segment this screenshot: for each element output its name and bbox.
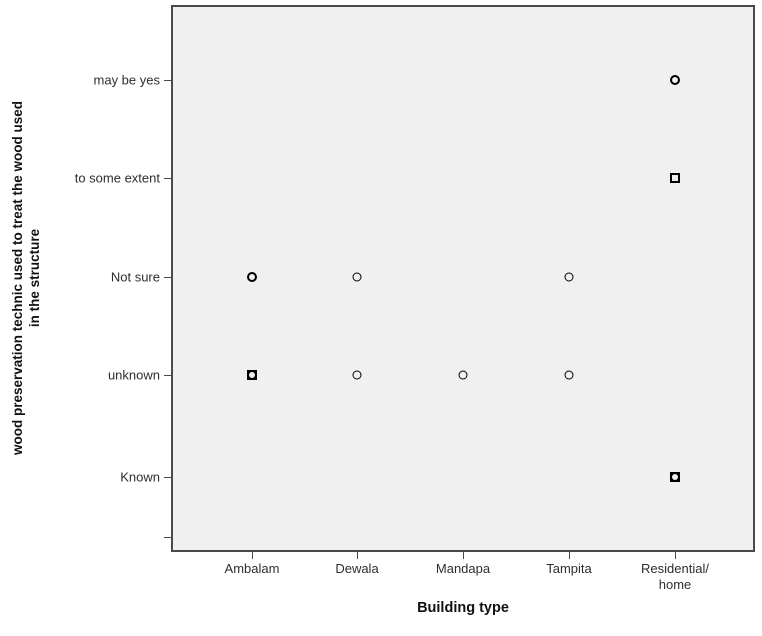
circle-thin-glyph — [352, 272, 362, 282]
y-tick-label-may-be-yes: may be yes — [93, 72, 160, 88]
circle-bold-glyph — [670, 472, 680, 482]
y-tick-to-some-extent — [164, 178, 171, 179]
y-axis-title-line1: wood preservation technic used to treat … — [10, 100, 25, 456]
circle-bold-glyph — [670, 75, 680, 85]
y-tick-known — [164, 477, 171, 478]
x-tick-mandapa — [463, 552, 464, 559]
y-tick-unlabeled — [164, 537, 171, 538]
y-tick-label-known: Known — [120, 469, 160, 485]
y-tick-label-to-some-extent: to some extent — [74, 170, 160, 186]
x-tick-dewala — [357, 552, 358, 559]
x-tick-residential-home — [675, 552, 676, 559]
x-tick-tampita — [569, 552, 570, 559]
x-tick-label-dewala: Dewala — [335, 561, 379, 576]
y-tick-unknown — [164, 375, 171, 376]
y-tick-may-be-yes — [164, 80, 171, 81]
circle-thin-glyph — [564, 272, 574, 282]
circle-thin-glyph — [458, 370, 468, 380]
x-tick-label-tampita: Tampita — [546, 561, 592, 576]
x-tick-label-mandapa: Mandapa — [435, 561, 491, 576]
y-tick-label-not-sure: Not sure — [110, 269, 160, 285]
y-tick-label-unknown: unknown — [107, 367, 160, 383]
circle-thin-glyph — [564, 370, 574, 380]
y-axis-title-line2: in the structure — [27, 228, 42, 328]
circle-bold-glyph — [247, 370, 257, 380]
x-tick-label-residential-home: Residential/ home — [641, 561, 709, 592]
y-axis-title: wood preservation technic used to treat … — [9, 101, 43, 455]
square-bold-glyph — [670, 173, 680, 183]
plot-area — [171, 5, 755, 552]
circle-thin-glyph — [352, 370, 362, 380]
x-axis-title: Building type — [417, 600, 509, 616]
x-tick-label-ambalam: Ambalam — [224, 561, 280, 576]
x-tick-ambalam — [252, 552, 253, 559]
y-tick-not-sure — [164, 277, 171, 278]
circle-bold-glyph — [247, 272, 257, 282]
